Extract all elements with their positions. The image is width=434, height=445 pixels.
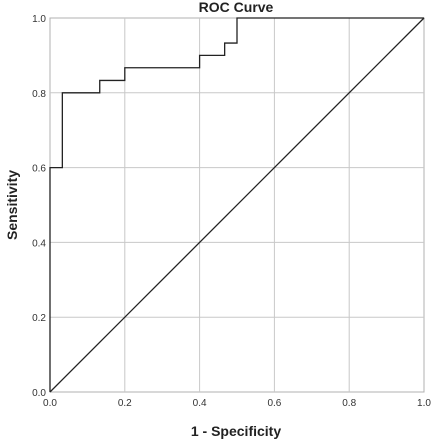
y-tick-label: 0.0 xyxy=(32,388,46,399)
y-axis-label: Sensitivity xyxy=(4,170,20,240)
x-axis-label: 1 - Specificity xyxy=(191,423,281,439)
x-tick-label: 1.0 xyxy=(417,398,431,409)
y-tick-label: 0.8 xyxy=(32,89,46,100)
x-tick-label: 0.6 xyxy=(267,398,281,409)
x-tick-label: 0.4 xyxy=(193,398,207,409)
y-tick-label: 0.6 xyxy=(32,164,46,175)
x-tick-label: 0.2 xyxy=(118,398,132,409)
series-layer xyxy=(49,17,425,393)
x-tick-label: 0.0 xyxy=(43,398,57,409)
y-tick-label: 1.0 xyxy=(32,14,46,25)
y-tick-label: 0.2 xyxy=(32,313,46,324)
reference-diagonal-line xyxy=(49,17,425,393)
roc-curve-line xyxy=(49,17,424,392)
tick-layer: 0.0 0.2 0.4 0.6 0.8 1.0 0.0 0.2 0.4 0.6 0.8 1.0 xyxy=(32,14,431,409)
y-tick-label: 0.4 xyxy=(32,238,46,249)
x-tick-label: 0.8 xyxy=(342,398,356,409)
chart-title: ROC Curve xyxy=(199,0,274,15)
